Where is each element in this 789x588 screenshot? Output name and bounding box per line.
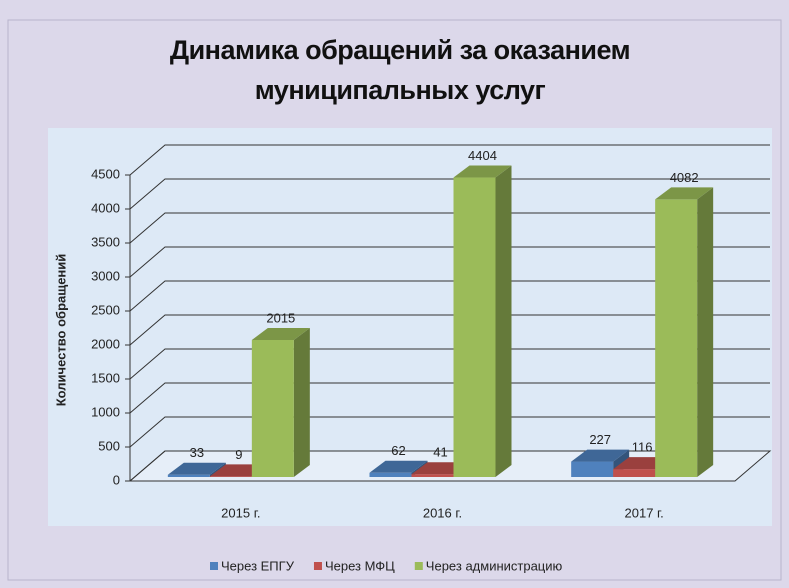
y-tick-label: 0 [113,472,120,487]
bar-face [167,462,226,475]
bar-face [293,327,310,477]
x-tick-label: 2015 г. [221,505,260,520]
chart-title: Динамика обращений за оказанием муниципа… [169,35,631,105]
y-tick-label: 4500 [91,166,120,181]
legend-swatch [313,562,322,570]
x-tick-label: 2016 г. [423,505,462,520]
x-tick-label: 2017 г. [625,505,664,520]
legend-label: Через администрацию [426,558,563,573]
bar-face [655,199,698,477]
bar-face [655,187,714,200]
value-label: 41 [433,445,447,460]
grid-line [129,348,770,380]
grid-line [129,280,770,312]
y-tick-label: 1000 [91,404,120,419]
y-tick-label: 4000 [91,200,120,215]
bar-face [411,474,454,477]
y-tick-label: 3000 [91,268,120,283]
grid-line [129,382,770,414]
grid-line [129,144,770,176]
bar [251,327,310,477]
bar-face [453,177,496,477]
y-tick-label: 3500 [91,234,120,249]
legend-swatch [210,562,218,570]
bar-face [251,327,310,340]
grid-line [129,178,770,210]
y-tick-label: 500 [98,438,120,453]
bar-face [571,449,630,462]
y-tick-label: 1500 [91,370,120,385]
bar-face [571,461,614,477]
bar [453,165,512,477]
grid-line [129,450,770,482]
value-label: 4082 [670,170,699,185]
bar-face [495,165,512,477]
y-axis-label: Количество обращений [53,254,68,407]
y-tick-label: 2000 [91,336,120,351]
value-label: 33 [190,445,204,460]
grid-line [129,246,770,278]
bar-face [453,165,512,178]
bar-face [251,339,294,477]
grid-line [129,212,770,244]
bar-face [209,476,252,477]
legend-label: Через ЕПГУ [221,558,295,573]
value-label: 62 [391,443,405,458]
value-label: 2015 [266,310,295,325]
legend-label: Через МФЦ [325,558,395,573]
bar-face [613,469,656,477]
value-label: 4404 [468,148,497,163]
y-tick-label: 2500 [91,302,120,317]
legend-swatch [414,562,423,570]
bar-face [369,472,412,477]
value-label: 227 [589,432,611,447]
value-label: 9 [235,447,242,462]
bar-face [167,474,210,477]
bar-face [697,187,714,477]
value-label: 116 [632,440,653,455]
bar [655,187,714,477]
bar-face [369,460,428,473]
grid-line [129,416,770,448]
grid-line [129,314,770,346]
